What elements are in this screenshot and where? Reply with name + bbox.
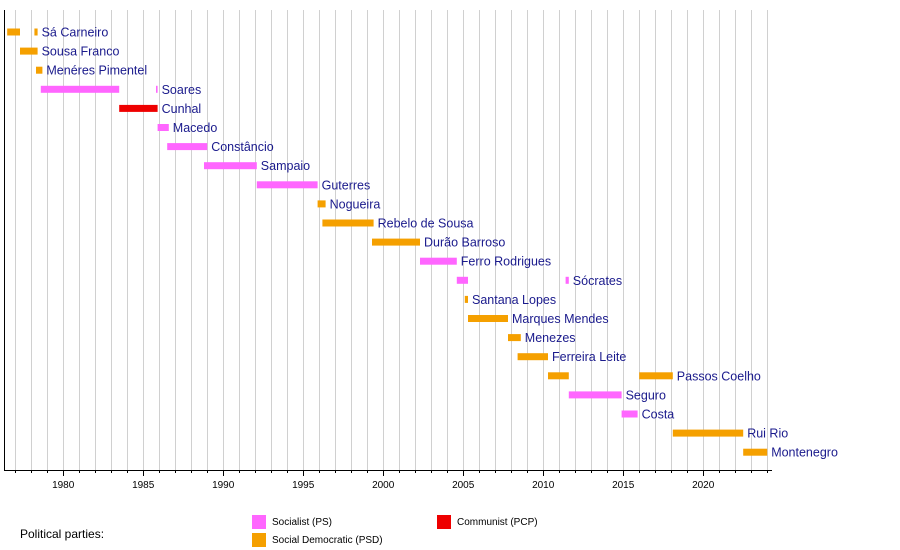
bar-label: Sócrates <box>573 274 622 288</box>
x-tick-label: 2020 <box>692 480 715 491</box>
bar-segment-psd <box>517 353 548 361</box>
bar-label: Santana Lopes <box>472 293 556 307</box>
bar-label: Nogueira <box>330 197 381 211</box>
x-tick-label: 1980 <box>52 480 75 491</box>
bar-label: Sampaio <box>261 159 310 173</box>
bar-label: Montenegro <box>771 446 838 460</box>
bar-segment-psd <box>464 295 468 303</box>
bar-label: Soares <box>162 83 202 97</box>
bar-label: Costa <box>642 408 675 422</box>
bar-segment-ps <box>568 391 622 399</box>
bar-segment-psd <box>639 372 673 380</box>
bar-segment-psd <box>7 28 20 36</box>
bar-label: Passos Coelho <box>677 369 761 383</box>
bar-label: Macedo <box>173 121 218 135</box>
bar-segment-ps <box>157 124 169 131</box>
legend-swatch-pcp <box>437 515 451 529</box>
bar-label: Durão Barroso <box>424 236 505 250</box>
bar-label: Rui Rio <box>747 427 788 441</box>
bar-label: Ferreira Leite <box>552 350 626 364</box>
legend-title: Political parties: <box>20 527 105 541</box>
bar-segment-ps <box>456 276 468 284</box>
bar-segment-ps <box>156 85 158 93</box>
bar-segment-psd <box>468 315 508 322</box>
legend-swatch-psd <box>252 533 266 547</box>
x-tick-label: 1990 <box>212 480 235 491</box>
x-tick-label: 2005 <box>452 480 475 491</box>
bar-segment-ps <box>204 162 257 170</box>
bar-segment-ps <box>420 257 457 265</box>
legend-item-psd: Social Democratic (PSD) <box>252 533 383 547</box>
legend-item-ps: Socialist (PS) <box>252 515 332 529</box>
x-tick-label: 2010 <box>532 480 555 491</box>
x-tick-label: 2000 <box>372 480 395 491</box>
bar-segment-ps <box>40 85 120 93</box>
legend-label-ps: Socialist (PS) <box>272 516 333 528</box>
bar-label: Marques Mendes <box>512 312 609 326</box>
legend-label-psd: Social Democratic (PSD) <box>272 534 383 546</box>
bar-segment-ps <box>621 410 638 418</box>
x-tick-label: 2015 <box>612 480 635 491</box>
x-tick-label: 1985 <box>132 480 155 491</box>
bar-label: Guterres <box>322 178 371 192</box>
bar-label: Ferro Rodrigues <box>461 255 551 269</box>
bar-label: Menéres Pimentel <box>46 64 147 78</box>
legend-item-pcp: Communist (PCP) <box>437 515 538 529</box>
bar-segment-psd <box>508 334 521 342</box>
bar-segment-ps <box>565 276 569 284</box>
bar-segment-psd <box>372 238 420 246</box>
bar-segment-ps <box>256 181 318 189</box>
bar-label: Cunhal <box>162 102 202 116</box>
bar-segment-ps <box>167 143 208 151</box>
legend-swatch-ps <box>252 515 266 529</box>
bar-label: Constâncio <box>211 140 274 154</box>
bar-label: Menezes <box>525 331 576 345</box>
bar-segment-psd <box>34 28 38 36</box>
bar-segment-psd <box>548 372 569 380</box>
bar-segment-psd <box>317 200 326 208</box>
bar-segment-psd <box>322 219 374 227</box>
bar-segment-psd <box>672 429 744 437</box>
bar-label: Rebelo de Sousa <box>378 217 474 231</box>
bar-segment-psd <box>20 47 38 55</box>
bar-label: Seguro <box>626 388 666 402</box>
bar-segment-psd <box>36 66 43 74</box>
bar-segment-psd <box>743 448 768 456</box>
bar-segment-pcp <box>119 104 158 112</box>
legend-label-pcp: Communist (PCP) <box>457 516 538 528</box>
bar-label: Sá Carneiro <box>42 26 109 40</box>
x-tick-label: 1995 <box>292 480 315 491</box>
bar-label: Sousa Franco <box>42 45 120 59</box>
